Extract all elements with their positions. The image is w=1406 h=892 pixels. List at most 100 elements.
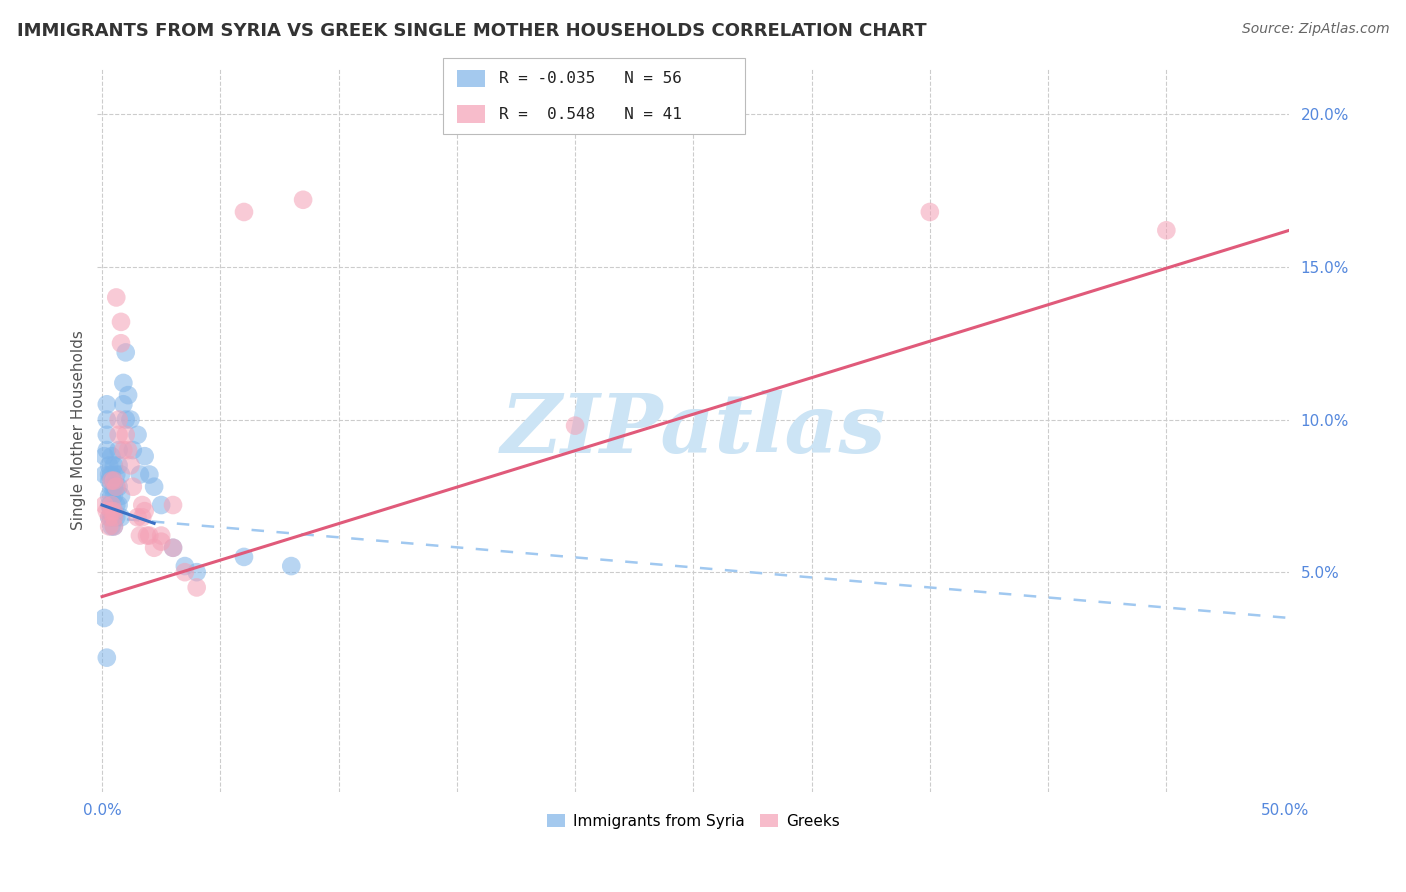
Point [110,336,132,351]
Point [1156,223,1178,237]
Point [105,498,128,512]
Point [96,412,118,426]
Point [280,559,302,574]
Point [110,315,132,329]
Point [150,534,173,549]
Point [100,510,122,524]
Point [186,565,208,579]
Point [100,474,122,488]
Point [98,458,121,473]
Point [100,519,122,533]
Point [107,412,129,426]
Point [103,510,125,524]
Point [112,376,135,390]
Point [105,290,128,304]
Point [105,480,128,494]
Point [134,449,156,463]
Point [114,345,136,359]
Point [100,504,122,518]
Point [150,498,173,512]
Point [98,489,121,503]
Point [105,480,128,494]
Point [100,489,122,503]
Point [120,412,142,426]
Point [93,498,115,512]
Text: ZIPatlas: ZIPatlas [501,390,886,470]
Point [131,510,153,524]
Point [96,397,118,411]
Point [103,480,125,494]
Legend: Immigrants from Syria, Greeks: Immigrants from Syria, Greeks [541,807,846,835]
Point [98,498,121,512]
Point [103,519,125,533]
Point [96,443,118,458]
Point [100,467,122,482]
Point [105,510,128,524]
Point [117,443,139,458]
Point [100,480,122,494]
Point [107,480,129,494]
Point [96,650,118,665]
Point [120,458,142,473]
Point [143,541,166,555]
Point [93,611,115,625]
Point [114,427,136,442]
Point [129,528,152,542]
Point [121,443,143,458]
Point [98,510,121,524]
Point [143,480,166,494]
Point [107,458,129,473]
Point [173,559,195,574]
Point [162,498,184,512]
Point [98,510,121,524]
Point [100,498,122,512]
Point [100,504,122,518]
Point [292,193,315,207]
Point [129,467,152,482]
Point [150,528,173,542]
Point [103,489,125,503]
Point [103,519,125,533]
Point [98,519,121,533]
Point [107,498,129,512]
Point [138,528,160,542]
Point [96,504,118,518]
Point [107,427,129,442]
Point [103,510,125,524]
Point [93,449,115,463]
Point [103,458,125,473]
Point [121,480,143,494]
Point [103,504,125,518]
Point [564,418,586,433]
Text: IMMIGRANTS FROM SYRIA VS GREEK SINGLE MOTHER HOUSEHOLDS CORRELATION CHART: IMMIGRANTS FROM SYRIA VS GREEK SINGLE MO… [17,22,927,40]
Point [100,449,122,463]
Point [114,412,136,426]
Point [186,581,208,595]
Text: Source: ZipAtlas.com: Source: ZipAtlas.com [1241,22,1389,37]
Point [93,467,115,482]
Point [112,397,135,411]
Y-axis label: Single Mother Households: Single Mother Households [72,330,86,530]
Point [162,541,184,555]
Point [173,565,195,579]
Point [136,528,159,542]
Point [110,467,132,482]
Point [918,205,941,219]
Point [233,205,256,219]
Point [110,510,132,524]
Point [162,541,184,555]
Point [127,427,149,442]
Point [96,427,118,442]
Text: R =  0.548   N = 41: R = 0.548 N = 41 [499,107,682,121]
Point [112,443,135,458]
Point [105,467,128,482]
Point [103,504,125,518]
Point [127,510,149,524]
Point [98,467,121,482]
Point [131,498,153,512]
Point [233,549,256,564]
Point [138,467,160,482]
Point [98,474,121,488]
Point [134,504,156,518]
Point [107,443,129,458]
